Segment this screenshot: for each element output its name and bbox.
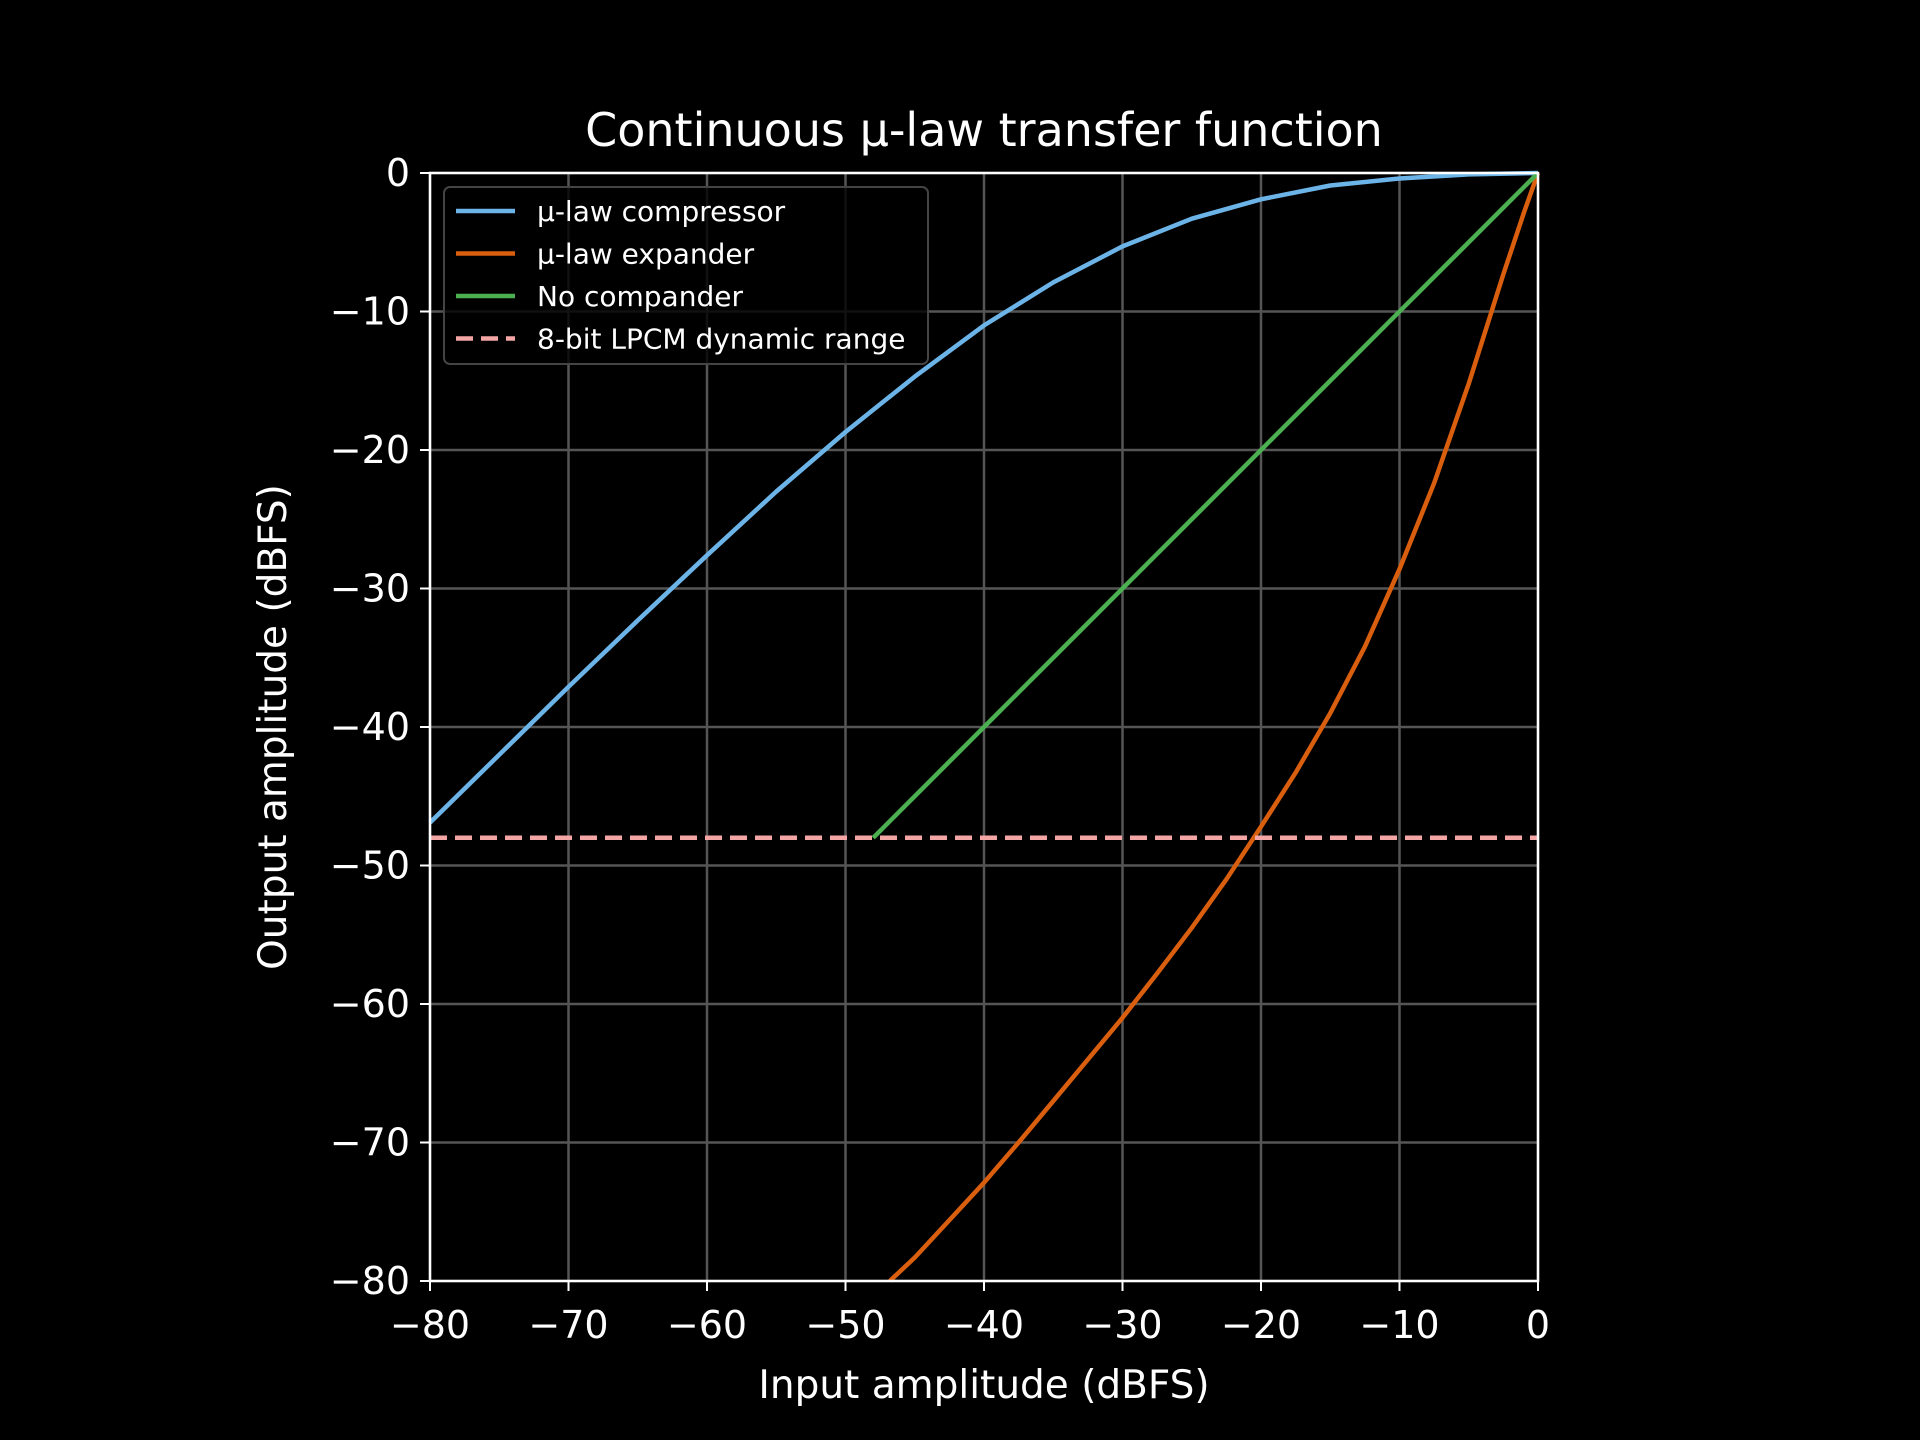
legend-box [443, 186, 929, 365]
x-tick-label: 0 [1526, 1303, 1550, 1347]
x-axis-label: Input amplitude (dBFS) [758, 1363, 1209, 1408]
x-tick-label: −40 [944, 1303, 1024, 1347]
chart-title: Continuous µ-law transfer function [585, 103, 1383, 157]
x-tick-label: −30 [1082, 1303, 1162, 1347]
x-tick-label: −80 [390, 1303, 470, 1347]
x-tick-label: −70 [528, 1303, 608, 1347]
y-tick-label: −20 [330, 428, 410, 472]
y-tick-label: −60 [330, 982, 410, 1026]
plot-area [428, 170, 1541, 1283]
axis-ticks: −80 −70 −60 −50 −40 −30 −20 −10 0 0 −10 −20 −30 −40 −5… [330, 151, 1550, 1347]
y-tick-label: −40 [330, 705, 410, 749]
y-tick-label: −10 [330, 290, 410, 334]
series-line-3 [871, 171, 1540, 840]
y-axis-label: Output amplitude (dBFS) [251, 484, 296, 970]
x-tick-label: −60 [667, 1303, 747, 1347]
x-tick-label: −50 [805, 1303, 885, 1347]
y-tick-label: −70 [330, 1121, 410, 1165]
y-tick-label: 0 [386, 151, 410, 195]
legend-label: µ-law compressor [537, 195, 786, 228]
x-tick-label: −10 [1359, 1303, 1439, 1347]
y-tick-label: −50 [330, 844, 410, 888]
y-tick-label: −30 [330, 567, 410, 611]
x-tick-label: −20 [1221, 1303, 1301, 1347]
legend-label: 8-bit LPCM dynamic range [537, 323, 905, 356]
legend-label: No compander [537, 280, 743, 313]
legend-label: µ-law expander [537, 238, 755, 271]
series-line-2 [888, 172, 1541, 1283]
y-tick-label: −80 [330, 1259, 410, 1303]
legend: µ-law compressor µ-law expander No compand… [443, 186, 929, 365]
series-line-1 [428, 170, 1539, 825]
